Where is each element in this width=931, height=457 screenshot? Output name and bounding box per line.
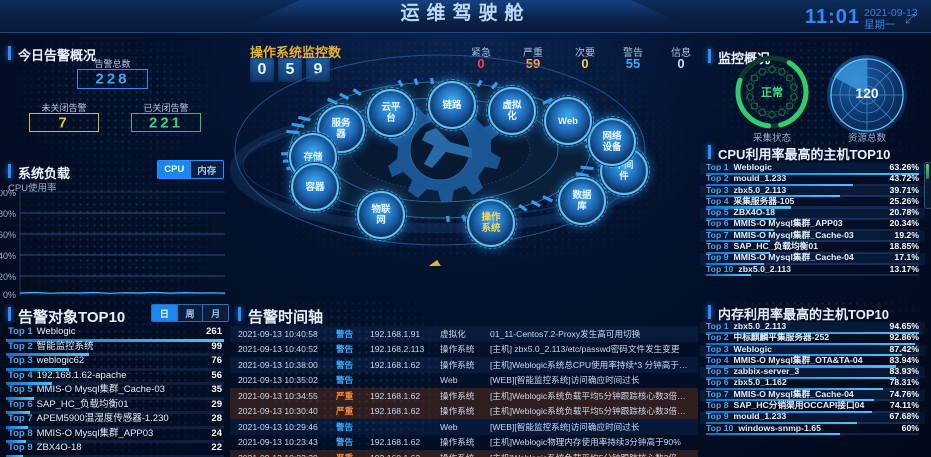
svg-text:20%: 20% xyxy=(0,272,16,282)
svg-text:100%: 100% xyxy=(0,190,16,198)
svg-text:80%: 80% xyxy=(0,209,16,219)
svg-text:60%: 60% xyxy=(0,230,16,240)
svg-text:40%: 40% xyxy=(0,251,16,261)
svg-text:0%: 0% xyxy=(3,290,16,298)
svg-text:正常: 正常 xyxy=(761,85,783,99)
